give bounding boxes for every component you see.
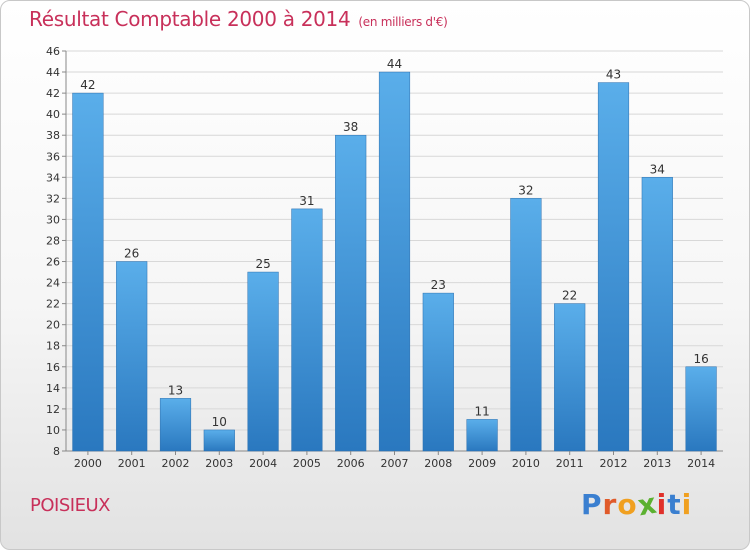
y-tick-label: 30 <box>46 213 60 226</box>
y-tick-label: 8 <box>53 445 60 458</box>
value-label-2005: 31 <box>299 194 314 208</box>
value-label-2012: 43 <box>606 68 621 82</box>
y-tick-label: 12 <box>46 403 60 416</box>
x-tick-label-2002: 2002 <box>162 457 190 470</box>
logo-letter: o <box>617 488 638 521</box>
bar-2012 <box>597 82 630 452</box>
x-tick-label-2006: 2006 <box>337 457 365 470</box>
logo-letter: P <box>581 488 603 521</box>
x-tick-label-2014: 2014 <box>687 457 715 470</box>
value-label-2014: 16 <box>693 352 708 366</box>
x-tick-label-2007: 2007 <box>381 457 409 470</box>
bar-2010 <box>510 198 542 452</box>
bar-2003 <box>203 429 235 452</box>
value-label-2007: 44 <box>387 57 402 71</box>
x-tick-label-2009: 2009 <box>468 457 496 470</box>
value-label-2008: 23 <box>431 278 446 292</box>
y-tick-label: 18 <box>46 340 60 353</box>
y-tick-label: 34 <box>46 171 60 184</box>
y-tick-label: 26 <box>46 256 60 269</box>
y-tick-label: 46 <box>46 45 60 58</box>
bar-2013 <box>641 177 673 452</box>
x-tick-label-2003: 2003 <box>205 457 233 470</box>
bar-2002 <box>159 398 192 452</box>
value-label-2004: 25 <box>255 257 270 271</box>
x-tick-label-2004: 2004 <box>249 457 277 470</box>
bar-2011 <box>554 303 586 452</box>
y-tick-label: 32 <box>46 192 60 205</box>
y-tick-label: 20 <box>46 319 60 332</box>
value-label-2013: 34 <box>650 162 665 176</box>
value-label-2011: 22 <box>562 289 577 303</box>
chart-title-text: Résultat Comptable 2000 à 2014 <box>29 7 351 31</box>
value-label-2010: 32 <box>518 183 533 197</box>
bar-2014 <box>685 366 717 452</box>
bar-2006 <box>335 134 367 452</box>
y-tick-label: 14 <box>46 382 60 395</box>
logo-letter: i <box>656 488 668 521</box>
bar-2005 <box>291 208 323 452</box>
value-label-2009: 11 <box>474 404 489 418</box>
x-tick-label-2005: 2005 <box>293 457 321 470</box>
value-label-2001: 26 <box>124 247 139 261</box>
bar-2004 <box>247 271 279 452</box>
x-tick-label-2013: 2013 <box>643 457 671 470</box>
bar-2001 <box>116 261 148 452</box>
x-tick-label-2008: 2008 <box>424 457 452 470</box>
y-tick-label: 10 <box>46 424 60 437</box>
y-tick-label: 44 <box>46 66 60 79</box>
bar-2009 <box>466 419 498 452</box>
y-tick-label: 28 <box>46 234 60 247</box>
y-tick-label: 22 <box>46 298 60 311</box>
y-tick-label: 36 <box>46 150 60 163</box>
x-tick-label-2001: 2001 <box>118 457 146 470</box>
chart-title: Résultat Comptable 2000 à 2014 (en millie… <box>29 7 448 31</box>
y-tick-label: 42 <box>46 87 60 100</box>
y-tick-label: 38 <box>46 129 60 142</box>
y-tick-label: 40 <box>46 108 60 121</box>
x-tick-label-2011: 2011 <box>556 457 584 470</box>
y-tick-label: 16 <box>46 361 60 374</box>
logo-letter: r <box>602 488 618 521</box>
chart-subtitle: (en milliers d'€) <box>358 15 448 29</box>
logo-letter: t <box>667 488 682 521</box>
logo-letter: i <box>681 488 693 521</box>
x-tick-label-2012: 2012 <box>600 457 628 470</box>
bar-2008 <box>422 292 454 452</box>
bar-2007 <box>378 71 411 452</box>
value-label-2000: 42 <box>80 78 95 92</box>
x-tick-label-2010: 2010 <box>512 457 540 470</box>
location-label: POISIEUX <box>30 495 110 516</box>
x-tick-label-2000: 2000 <box>74 457 102 470</box>
value-label-2006: 38 <box>343 120 358 134</box>
value-label-2003: 10 <box>212 415 227 429</box>
bar-2000 <box>72 92 104 452</box>
proxiti-logo: Proxiti <box>581 487 693 523</box>
value-label-2002: 13 <box>168 383 183 397</box>
y-tick-label: 24 <box>46 277 60 290</box>
